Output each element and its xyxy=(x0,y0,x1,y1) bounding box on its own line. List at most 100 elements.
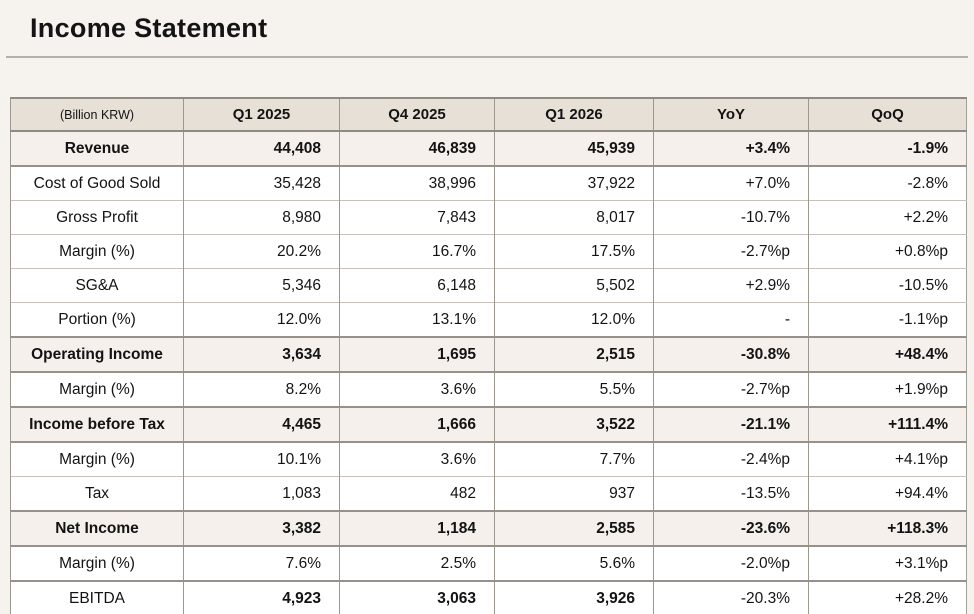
value-cell: -2.0%p xyxy=(653,545,809,581)
value-cell: 1,666 xyxy=(339,406,495,442)
row-label: Margin (%) xyxy=(10,545,184,581)
table-row: Operating Income 3,634 1,695 2,515 -30.8% +48… xyxy=(10,336,967,372)
value-cell: +118.3% xyxy=(808,510,967,546)
value-cell: 37,922 xyxy=(494,165,654,201)
table-row: Portion (%) 12.0% 13.1% 12.0% - -1.1%p xyxy=(10,302,967,337)
value-cell: 7.7% xyxy=(494,441,654,477)
value-cell: 3,382 xyxy=(183,510,340,546)
value-cell: 4,465 xyxy=(183,406,340,442)
value-cell: 3,063 xyxy=(339,580,495,614)
table-row: Margin (%) 7.6% 2.5% 5.6% -2.0%p +3.1%p xyxy=(10,545,967,581)
page-header: Income Statement xyxy=(0,0,974,44)
row-label: Portion (%) xyxy=(10,302,184,337)
table-row: Margin (%) 10.1% 3.6% 7.7% -2.4%p +4.1%p xyxy=(10,441,967,477)
row-label: Cost of Good Sold xyxy=(10,165,184,201)
value-cell: 2.5% xyxy=(339,545,495,581)
table-row: Cost of Good Sold 35,428 38,996 37,922 +7.0%… xyxy=(10,165,967,201)
value-cell: -20.3% xyxy=(653,580,809,614)
value-cell: 17.5% xyxy=(494,234,654,269)
table-header-row: (Billion KRW) Q1 2025 Q4 2025 Q1 2026 Yo… xyxy=(10,98,967,132)
table-row: Margin (%) 20.2% 16.7% 17.5% -2.7%p +0.8%p xyxy=(10,234,967,269)
value-cell: 6,148 xyxy=(339,268,495,303)
value-cell: 44,408 xyxy=(183,130,340,166)
value-cell: 35,428 xyxy=(183,165,340,201)
table-body: Revenue 44,408 46,839 45,939 +3.4% -1.9% Cost … xyxy=(10,130,967,614)
table-row: EBITDA 4,923 3,063 3,926 -20.3% +28.2% xyxy=(10,580,967,614)
column-header-yoy: YoY xyxy=(653,98,809,132)
value-cell: -10.7% xyxy=(653,200,809,235)
value-cell: 3,522 xyxy=(494,406,654,442)
title-divider xyxy=(6,56,968,58)
value-cell: +3.4% xyxy=(653,130,809,166)
table-row: Revenue 44,408 46,839 45,939 +3.4% -1.9% xyxy=(10,130,967,166)
table-row: Net Income 3,382 1,184 2,585 -23.6% +118.3% xyxy=(10,510,967,546)
value-cell: 5.5% xyxy=(494,371,654,407)
value-cell: 1,184 xyxy=(339,510,495,546)
value-cell: 3.6% xyxy=(339,371,495,407)
value-cell: 12.0% xyxy=(183,302,340,337)
value-cell: +2.9% xyxy=(653,268,809,303)
column-header-q1-2025: Q1 2025 xyxy=(183,98,340,132)
income-statement-table-container: (Billion KRW) Q1 2025 Q4 2025 Q1 2026 Yo… xyxy=(10,97,967,614)
value-cell: +94.4% xyxy=(808,476,967,511)
value-cell: 3.6% xyxy=(339,441,495,477)
value-cell: +48.4% xyxy=(808,336,967,372)
value-cell: 937 xyxy=(494,476,654,511)
unit-label: (Billion KRW) xyxy=(10,98,184,132)
row-label: Gross Profit xyxy=(10,200,184,235)
value-cell: 1,695 xyxy=(339,336,495,372)
value-cell: - xyxy=(653,302,809,337)
value-cell: 5,502 xyxy=(494,268,654,303)
row-label: Income before Tax xyxy=(10,406,184,442)
row-label: Margin (%) xyxy=(10,371,184,407)
value-cell: 482 xyxy=(339,476,495,511)
value-cell: 7.6% xyxy=(183,545,340,581)
value-cell: -23.6% xyxy=(653,510,809,546)
value-cell: 8,980 xyxy=(183,200,340,235)
value-cell: 2,515 xyxy=(494,336,654,372)
value-cell: -1.1%p xyxy=(808,302,967,337)
value-cell: 13.1% xyxy=(339,302,495,337)
value-cell: 45,939 xyxy=(494,130,654,166)
value-cell: 12.0% xyxy=(494,302,654,337)
value-cell: 8,017 xyxy=(494,200,654,235)
value-cell: 16.7% xyxy=(339,234,495,269)
value-cell: -30.8% xyxy=(653,336,809,372)
row-label: Net Income xyxy=(10,510,184,546)
page-title: Income Statement xyxy=(30,13,268,43)
value-cell: 2,585 xyxy=(494,510,654,546)
value-cell: +2.2% xyxy=(808,200,967,235)
value-cell: +4.1%p xyxy=(808,441,967,477)
income-statement-table: (Billion KRW) Q1 2025 Q4 2025 Q1 2026 Yo… xyxy=(10,97,967,614)
row-label: Margin (%) xyxy=(10,441,184,477)
value-cell: -1.9% xyxy=(808,130,967,166)
value-cell: +3.1%p xyxy=(808,545,967,581)
value-cell: -2.8% xyxy=(808,165,967,201)
table-row: Tax 1,083 482 937 -13.5% +94.4% xyxy=(10,476,967,511)
table-row: Income before Tax 4,465 1,666 3,522 -21.1% +1… xyxy=(10,406,967,442)
value-cell: 10.1% xyxy=(183,441,340,477)
value-cell: -2.7%p xyxy=(653,371,809,407)
value-cell: -21.1% xyxy=(653,406,809,442)
column-header-q4-2025: Q4 2025 xyxy=(339,98,495,132)
value-cell: 5.6% xyxy=(494,545,654,581)
value-cell: 46,839 xyxy=(339,130,495,166)
value-cell: +7.0% xyxy=(653,165,809,201)
value-cell: 4,923 xyxy=(183,580,340,614)
table-row: SG&A 5,346 6,148 5,502 +2.9% -10.5% xyxy=(10,268,967,303)
value-cell: -10.5% xyxy=(808,268,967,303)
row-label: Revenue xyxy=(10,130,184,166)
value-cell: 7,843 xyxy=(339,200,495,235)
value-cell: 38,996 xyxy=(339,165,495,201)
row-label: Margin (%) xyxy=(10,234,184,269)
value-cell: +0.8%p xyxy=(808,234,967,269)
value-cell: -2.4%p xyxy=(653,441,809,477)
column-header-qoq: QoQ xyxy=(808,98,967,132)
value-cell: +111.4% xyxy=(808,406,967,442)
value-cell: 20.2% xyxy=(183,234,340,269)
value-cell: 3,926 xyxy=(494,580,654,614)
value-cell: 3,634 xyxy=(183,336,340,372)
value-cell: +28.2% xyxy=(808,580,967,614)
value-cell: +1.9%p xyxy=(808,371,967,407)
value-cell: -13.5% xyxy=(653,476,809,511)
